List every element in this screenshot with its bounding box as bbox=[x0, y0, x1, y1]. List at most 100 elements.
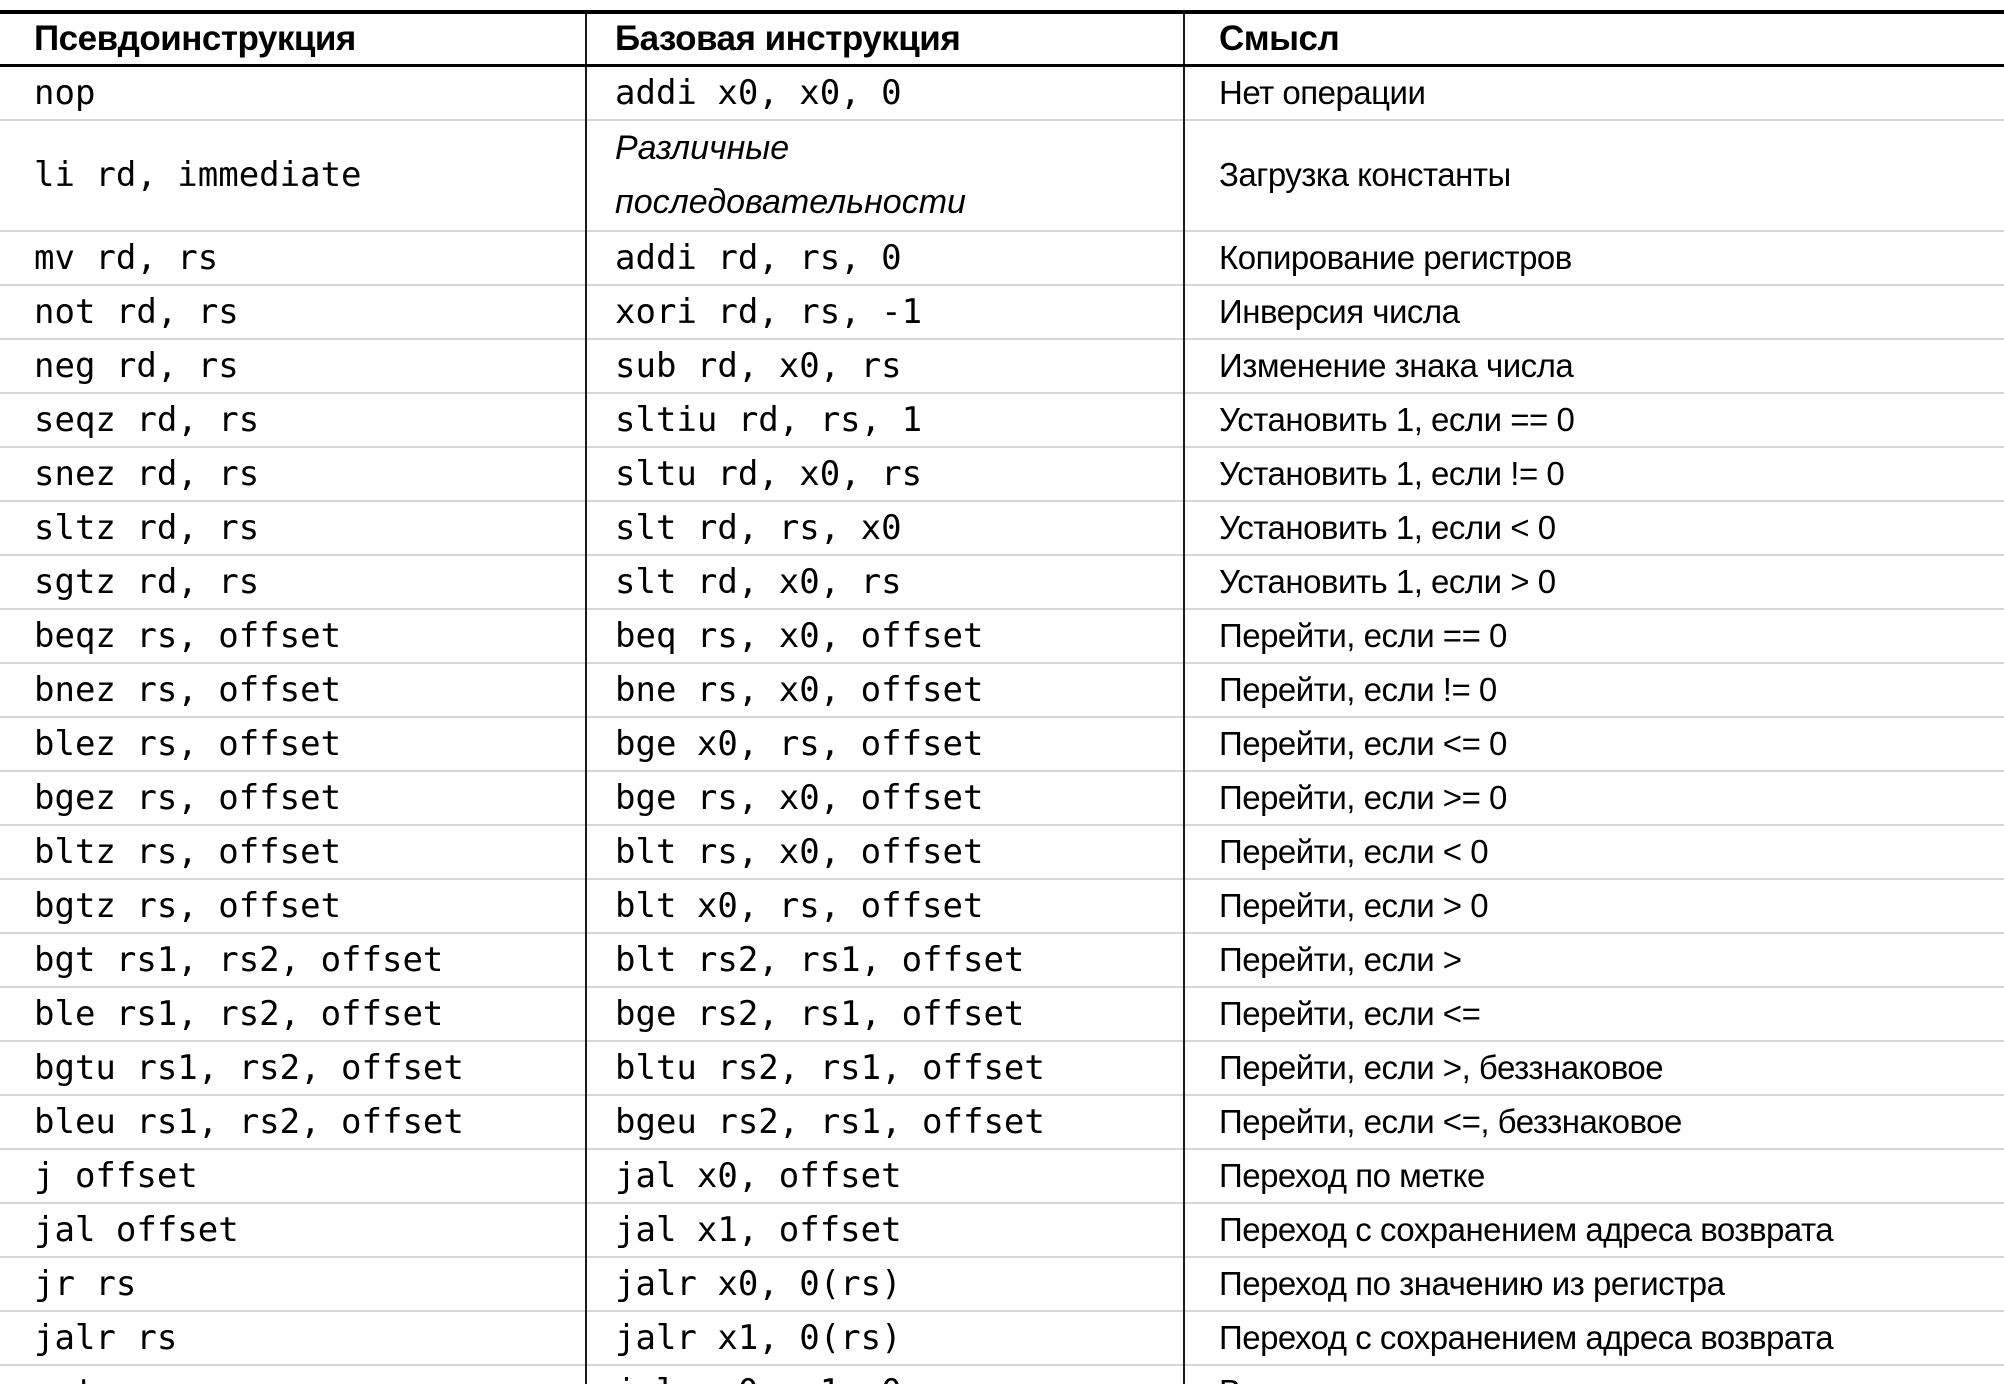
pseudoinstruction-cell: seqz rd, rs bbox=[34, 399, 260, 440]
table-row: neg rd, rs sub rd, x0, rs Изменение знак… bbox=[0, 338, 2004, 393]
meaning-cell: Переход по метке bbox=[1183, 1148, 2004, 1203]
meaning-cell: Перейти, если != 0 bbox=[1183, 662, 2004, 717]
pseudoinstruction-cell: bltz rs, offset bbox=[34, 831, 342, 872]
base-instruction-cell: slt rd, x0, rs bbox=[585, 554, 1184, 609]
base-instruction-cell: jal x0, offset bbox=[585, 1148, 1184, 1203]
pseudoinstruction-table: Псевдоинструкция Базовая инструкция Смыс… bbox=[0, 10, 2004, 1384]
pseudoinstruction-cell: sltz rd, rs bbox=[34, 507, 260, 548]
pseudoinstruction-cell: snez rd, rs bbox=[34, 453, 260, 494]
meaning-cell: Возврат из подпрограммы bbox=[1183, 1364, 2004, 1384]
pseudoinstruction-cell: bnez rs, offset bbox=[34, 669, 342, 710]
table-row: ret jalr x0, x1, 0 Возврат из подпрограм… bbox=[0, 1364, 2004, 1384]
base-instruction-cell: blt x0, rs, offset bbox=[585, 878, 1184, 933]
table-row: bltz rs, offset blt rs, x0, offset Перей… bbox=[0, 824, 2004, 879]
pseudoinstruction-cell: not rd, rs bbox=[34, 291, 239, 332]
base-instruction-cell: sltiu rd, rs, 1 bbox=[585, 392, 1184, 447]
table-header: Псевдоинструкция Базовая инструкция Смыс… bbox=[0, 12, 2004, 66]
meaning-cell: Копирование регистров bbox=[1183, 230, 2004, 285]
base-instruction-cell: slt rd, rs, x0 bbox=[585, 500, 1184, 555]
base-instruction-cell: sub rd, x0, rs bbox=[585, 338, 1184, 393]
meaning-cell: Переход с сохранением адреса возврата bbox=[1183, 1310, 2004, 1365]
pseudoinstruction-cell: j offset bbox=[34, 1155, 198, 1196]
base-instruction-cell: addi rd, rs, 0 bbox=[585, 230, 1184, 285]
meaning-cell: Перейти, если <= bbox=[1183, 986, 2004, 1041]
table-row: ble rs1, rs2, offset bge rs2, rs1, offse… bbox=[0, 986, 2004, 1041]
base-instruction-cell: beq rs, x0, offset bbox=[585, 608, 1184, 663]
meaning-cell: Загрузка константы bbox=[1183, 120, 2004, 231]
table-body: nop addi x0, x0, 0 Нет операции li rd, i… bbox=[0, 65, 2004, 1384]
pseudoinstruction-cell: bleu rs1, rs2, offset bbox=[34, 1101, 464, 1142]
table-row: jalr rs jalr x1, 0(rs) Переход с сохране… bbox=[0, 1310, 2004, 1365]
base-instruction-cell: jalr x0, x1, 0 bbox=[585, 1364, 1184, 1384]
pseudoinstruction-cell: li rd, immediate bbox=[34, 155, 362, 196]
pseudoinstruction-cell: bgtz rs, offset bbox=[34, 885, 342, 926]
pseudoinstruction-cell: ble rs1, rs2, offset bbox=[34, 993, 444, 1034]
base-instruction-cell: bgeu rs2, rs1, offset bbox=[585, 1094, 1184, 1149]
pseudoinstruction-cell: jr rs bbox=[34, 1263, 137, 1304]
pseudoinstruction-cell: sgtz rd, rs bbox=[34, 561, 260, 602]
meaning-cell: Установить 1, если != 0 bbox=[1183, 446, 2004, 501]
base-instruction-cell: blt rs, x0, offset bbox=[585, 824, 1184, 879]
meaning-cell: Перейти, если >, беззнаковое bbox=[1183, 1040, 2004, 1095]
table-row: bgtz rs, offset blt x0, rs, offset Перей… bbox=[0, 878, 2004, 933]
meaning-cell: Перейти, если < 0 bbox=[1183, 824, 2004, 879]
pseudoinstruction-cell: bgtu rs1, rs2, offset bbox=[34, 1047, 464, 1088]
base-instruction-cell: jalr x1, 0(rs) bbox=[585, 1310, 1184, 1365]
header-row: Псевдоинструкция Базовая инструкция Смыс… bbox=[0, 12, 2004, 66]
base-instruction-cell: bge rs, x0, offset bbox=[585, 770, 1184, 825]
meaning-cell: Перейти, если > bbox=[1183, 932, 2004, 987]
pseudoinstruction-cell: nop bbox=[34, 73, 96, 113]
table-row: beqz rs, offset beq rs, x0, offset Перей… bbox=[0, 608, 2004, 663]
table-row: blez rs, offset bge x0, rs, offset Перей… bbox=[0, 716, 2004, 771]
table-row: jr rs jalr x0, 0(rs) Переход по значению… bbox=[0, 1256, 2004, 1311]
base-instruction-cell: bltu rs2, rs1, offset bbox=[585, 1040, 1184, 1095]
pseudoinstruction-cell: bgt rs1, rs2, offset bbox=[34, 939, 444, 980]
pseudoinstruction-cell: blez rs, offset bbox=[34, 723, 342, 764]
base-instruction-cell: sltu rd, x0, rs bbox=[585, 446, 1184, 501]
meaning-cell: Перейти, если == 0 bbox=[1183, 608, 2004, 663]
header-base-instruction: Базовая инструкция bbox=[585, 12, 1184, 66]
pseudoinstruction-cell: ret bbox=[0, 1365, 586, 1384]
meaning-cell: Перейти, если > 0 bbox=[1183, 878, 2004, 933]
header-pseudoinstruction: Псевдоинструкция bbox=[34, 19, 356, 58]
meaning-cell: Перейти, если >= 0 bbox=[1183, 770, 2004, 825]
table-row: jal offset jal x1, offset Переход с сохр… bbox=[0, 1202, 2004, 1257]
meaning-cell: Установить 1, если == 0 bbox=[1183, 392, 2004, 447]
meaning-cell: Установить 1, если < 0 bbox=[1183, 500, 2004, 555]
meaning-cell: Изменение знака числа bbox=[1183, 338, 2004, 393]
meaning-cell: Установить 1, если > 0 bbox=[1183, 554, 2004, 609]
table-row: j offset jal x0, offset Переход по метке bbox=[0, 1148, 2004, 1203]
meaning-cell: Перейти, если <=, беззнаковое bbox=[1183, 1094, 2004, 1149]
meaning-cell: Инверсия числа bbox=[1183, 284, 2004, 339]
pseudoinstruction-cell: jalr rs bbox=[34, 1317, 178, 1358]
meaning-cell: Перейти, если <= 0 bbox=[1183, 716, 2004, 771]
table-row: not rd, rs xori rd, rs, -1 Инверсия числ… bbox=[0, 284, 2004, 339]
pseudoinstruction-cell: mv rd, rs bbox=[34, 237, 219, 278]
base-instruction-cell: xori rd, rs, -1 bbox=[585, 284, 1184, 339]
base-instruction-cell: Различные последовательности bbox=[585, 120, 1184, 231]
base-instruction-cell: bne rs, x0, offset bbox=[585, 662, 1184, 717]
meaning-cell: Переход с сохранением адреса возврата bbox=[1183, 1202, 2004, 1257]
base-instruction-cell: addi x0, x0, 0 bbox=[585, 65, 1184, 120]
meaning-cell: Переход по значению из регистра bbox=[1183, 1256, 2004, 1311]
table-row: sgtz rd, rs slt rd, x0, rs Установить 1,… bbox=[0, 554, 2004, 609]
base-instruction-cell: jal x1, offset bbox=[585, 1202, 1184, 1257]
table-row: bgt rs1, rs2, offset blt rs2, rs1, offse… bbox=[0, 932, 2004, 987]
table-row: nop addi x0, x0, 0 Нет операции bbox=[0, 65, 2004, 120]
table-row: bleu rs1, rs2, offset bgeu rs2, rs1, off… bbox=[0, 1094, 2004, 1149]
meaning-cell: Нет операции bbox=[1183, 65, 2004, 120]
pseudoinstruction-cell: jal offset bbox=[34, 1209, 239, 1250]
table-row: seqz rd, rs sltiu rd, rs, 1 Установить 1… bbox=[0, 392, 2004, 447]
table-row: li rd, immediate Различные последователь… bbox=[0, 120, 2004, 231]
base-instruction-cell: blt rs2, rs1, offset bbox=[585, 932, 1184, 987]
header-meaning: Смысл bbox=[1183, 12, 2004, 66]
table-row: bgez rs, offset bge rs, x0, offset Перей… bbox=[0, 770, 2004, 825]
table-row: bnez rs, offset bne rs, x0, offset Перей… bbox=[0, 662, 2004, 717]
table-row: sltz rd, rs slt rd, rs, x0 Установить 1,… bbox=[0, 500, 2004, 555]
base-instruction-cell: bge x0, rs, offset bbox=[585, 716, 1184, 771]
base-instruction-cell: bge rs2, rs1, offset bbox=[585, 986, 1184, 1041]
pseudoinstruction-cell: beqz rs, offset bbox=[34, 615, 342, 656]
pseudoinstruction-cell: neg rd, rs bbox=[34, 345, 239, 386]
base-instruction-cell: jalr x0, 0(rs) bbox=[585, 1256, 1184, 1311]
